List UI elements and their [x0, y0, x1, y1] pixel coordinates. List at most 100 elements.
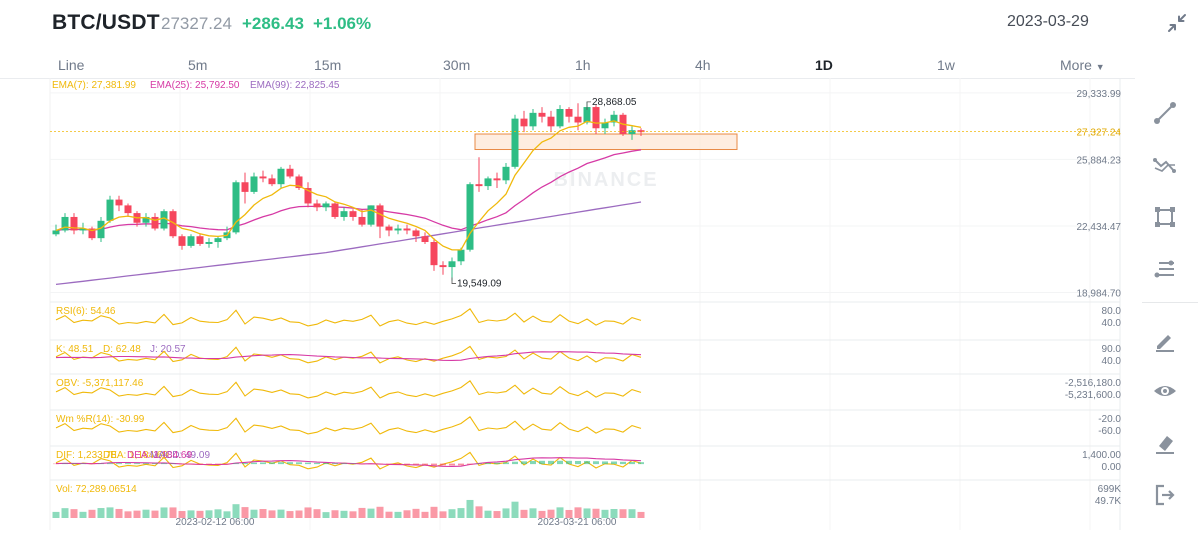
macd-bar: [404, 463, 410, 465]
candle-body: [574, 116, 582, 123]
macd-bar: [629, 462, 635, 465]
tab-1d[interactable]: 1D: [815, 57, 833, 73]
volume-bar: [592, 508, 600, 518]
volume-bar: [61, 508, 69, 518]
tab-15m[interactable]: 15m: [314, 57, 342, 73]
tab-1h[interactable]: 1h: [575, 57, 591, 73]
macd-bar: [341, 463, 347, 465]
eye-icon[interactable]: [1152, 378, 1178, 404]
candle-body: [502, 166, 510, 181]
multi-line-icon[interactable]: [1152, 152, 1178, 178]
collapse-icon[interactable]: [1166, 12, 1188, 34]
volume-bar: [565, 509, 573, 518]
volume-bar: [214, 509, 222, 518]
indicator-level-top: -20.0: [1098, 414, 1121, 425]
macd-bar: [170, 463, 176, 465]
chart-date: 2023-03-29: [1007, 13, 1089, 30]
indicator-level-top: 80.0: [1102, 306, 1122, 317]
macd-bar: [62, 463, 68, 465]
macd-bar: [188, 463, 194, 465]
macd-bar: [350, 463, 356, 465]
macd-bar: [368, 463, 374, 465]
volume-bar: [493, 511, 501, 518]
macd-bar: [530, 460, 536, 465]
exit-icon[interactable]: [1152, 482, 1178, 508]
macd-bar: [476, 463, 482, 465]
macd-bar: [593, 461, 599, 465]
fib-icon[interactable]: [1152, 256, 1178, 282]
volume-bar: [259, 509, 267, 518]
volume-bar: [115, 508, 123, 518]
candle-body: [358, 216, 366, 225]
tab-more[interactable]: More ▼: [1060, 57, 1105, 73]
macd-bar: [332, 463, 338, 465]
candle-body: [403, 228, 411, 231]
volume-bar: [178, 511, 186, 518]
candles-group: [52, 101, 645, 281]
candle-body: [439, 265, 447, 268]
high-annotation-line: [586, 101, 591, 110]
indicator-level-top: 699K: [1098, 484, 1122, 495]
volume-bar: [394, 511, 402, 518]
macd-bar: [179, 463, 185, 465]
volume-bar: [466, 499, 474, 518]
volume-bar: [250, 509, 258, 518]
candle-body: [250, 176, 258, 192]
macd-bar: [548, 460, 554, 465]
candle-body: [637, 130, 645, 133]
volume-bar: [331, 510, 339, 518]
tab-30m[interactable]: 30m: [443, 57, 471, 73]
trend-line-icon[interactable]: [1152, 100, 1178, 126]
macd-bar: [449, 463, 455, 466]
candle-body: [376, 205, 384, 227]
candle-body: [430, 242, 438, 266]
candle-body: [475, 184, 483, 187]
volume-bar: [106, 507, 114, 518]
macd-bar: [215, 463, 221, 465]
candle-body: [214, 238, 222, 243]
candle-body: [592, 107, 600, 129]
candle-body: [511, 118, 519, 167]
eraser-icon[interactable]: [1152, 430, 1178, 456]
macd-bar: [242, 463, 248, 465]
price-change-percent: +1.06%: [313, 14, 372, 33]
candle-body: [187, 236, 195, 246]
candle-body: [484, 178, 492, 187]
indicator-line-2: [55, 380, 642, 399]
candle-body: [259, 176, 267, 179]
macd-bar: [305, 462, 311, 465]
tab-5m[interactable]: 5m: [188, 57, 208, 73]
macd-bar: [440, 463, 446, 466]
volume-bar: [538, 510, 546, 518]
tab-1w[interactable]: 1w: [937, 57, 955, 73]
price-change: +286.43: [242, 14, 304, 33]
macd-bar: [377, 463, 383, 465]
indicator-level-bottom: 40.0: [1102, 318, 1122, 329]
indicator-label-4: DIF: 1,233.78: [56, 450, 117, 461]
tab-4h[interactable]: 4h: [695, 57, 711, 73]
pencil-icon[interactable]: [1152, 328, 1178, 354]
rectangle-icon[interactable]: [1152, 204, 1178, 230]
ema-legend-1: EMA(25): 25,792.50: [150, 80, 240, 91]
indicator-label3-1: J: 20.57: [150, 344, 186, 355]
candle-body: [385, 226, 393, 231]
watermark: BINANCE: [553, 169, 658, 191]
macd-bar: [53, 463, 59, 465]
candlestick-chart[interactable]: BINANCE 29,333.99 25,884.23 22,434.47 18,984…: [0, 78, 1135, 530]
volume-bar: [241, 507, 249, 518]
macd-bar: [557, 460, 563, 465]
candle-body: [142, 216, 150, 223]
volume-bar: [619, 509, 627, 518]
support-zone-rect: [474, 133, 738, 151]
high-annotation-label: 28,868.05: [592, 97, 637, 108]
macd-bar: [458, 463, 464, 466]
candle-body: [52, 230, 60, 235]
volume-bar: [574, 507, 582, 518]
tab-line[interactable]: Line: [58, 57, 85, 73]
volume-bar: [88, 509, 96, 518]
candle-body: [367, 205, 375, 225]
low-annotation-label: 19,549.09: [457, 279, 502, 290]
candle-body: [547, 116, 555, 127]
x-axis-label-1: 2023-03-21 06:00: [538, 517, 617, 528]
volume-bar: [601, 509, 609, 518]
